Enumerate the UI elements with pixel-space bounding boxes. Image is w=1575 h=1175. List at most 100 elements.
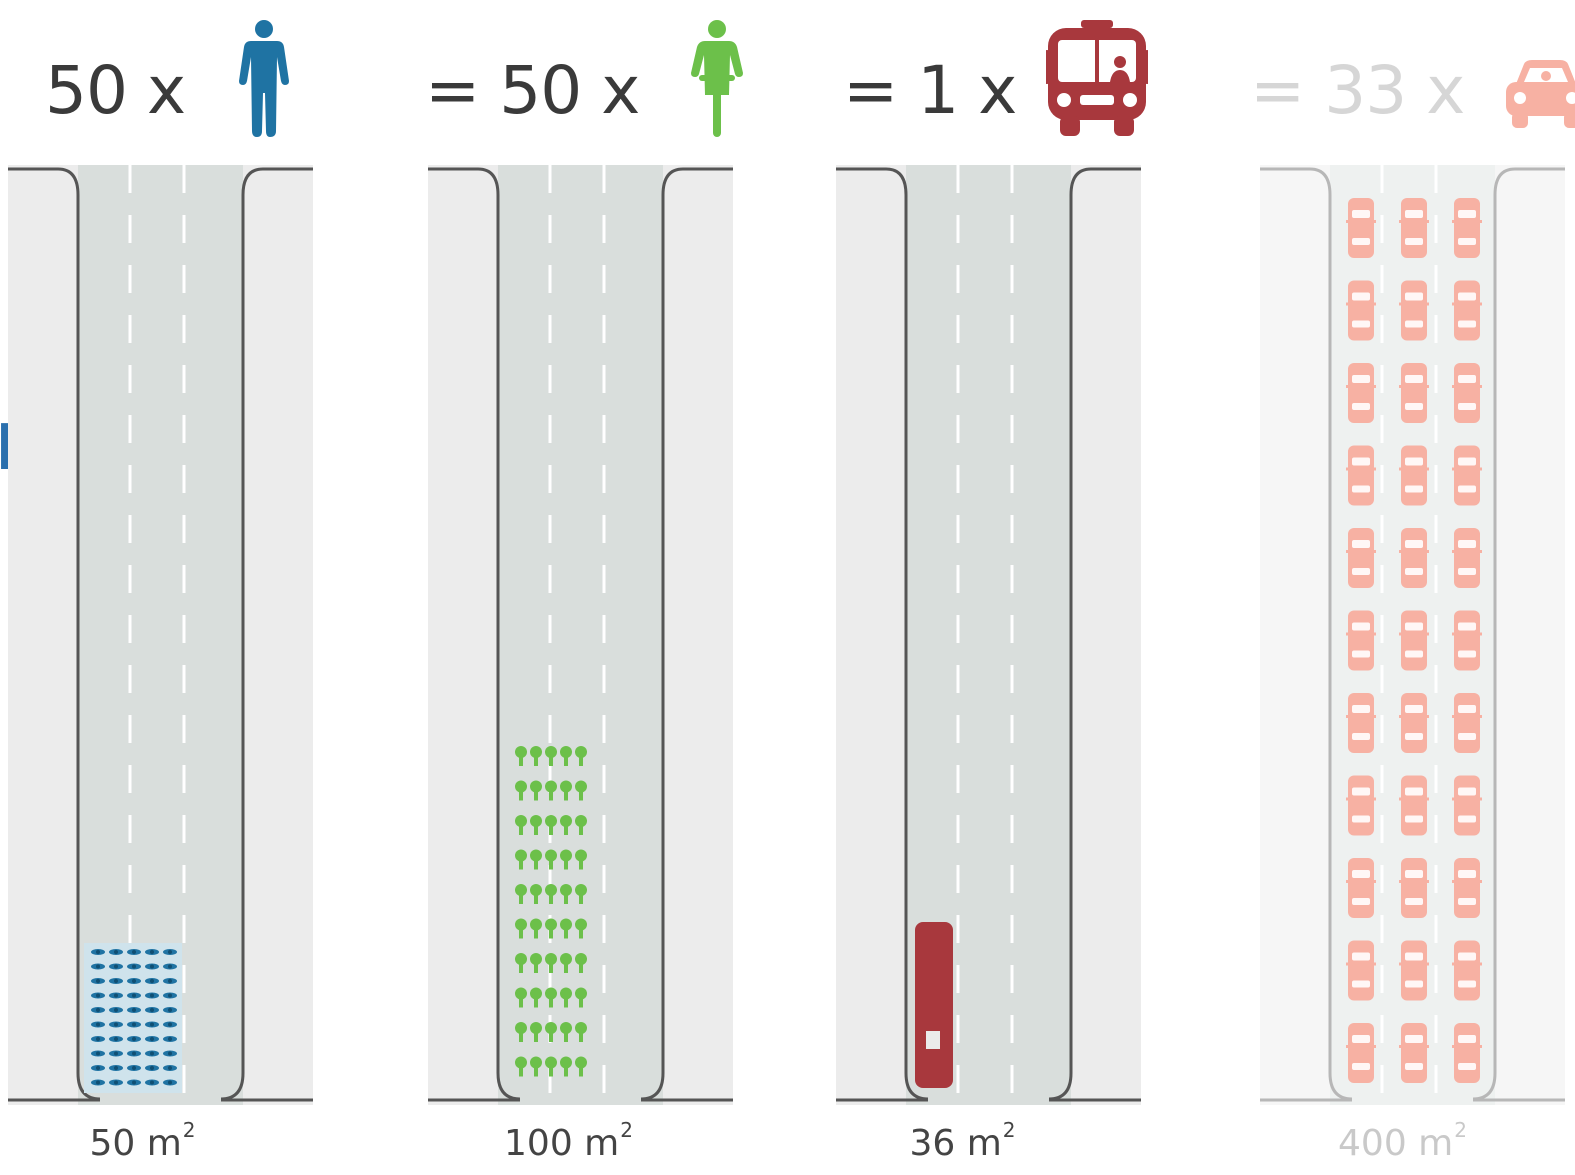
cyclist-mark — [530, 780, 542, 801]
car-mark — [1452, 940, 1482, 1001]
car-mark — [1346, 528, 1376, 588]
pedestrian-area-sup: 2 — [182, 1118, 196, 1142]
pedestrian-mark — [127, 1036, 141, 1042]
cyclist-mark — [515, 815, 527, 835]
cyclist-area-sup: 2 — [620, 1118, 633, 1142]
cyclist-mark — [515, 918, 527, 939]
cyclist-mark — [575, 884, 587, 904]
car-area-sup: 2 — [1454, 1118, 1467, 1142]
pedestrian-area-label: 50 m2 — [0, 1118, 295, 1164]
cyclist-mark — [575, 1022, 587, 1042]
cyclist-mark — [515, 746, 527, 766]
pedestrian-mark — [163, 949, 177, 955]
cyclist-area-value: 100 m — [504, 1123, 620, 1164]
pedestrian-mark — [91, 1065, 105, 1071]
pedestrian-mark — [91, 1007, 105, 1013]
pedestrian-mark — [91, 963, 105, 970]
cyclist-mark — [530, 849, 542, 870]
pedestrian-mark — [145, 992, 159, 999]
right-curb — [220, 167, 313, 1101]
pedestrian-mark — [109, 992, 123, 999]
pedestrian-mark — [163, 992, 177, 999]
pedestrian-mark — [163, 1036, 177, 1042]
bus-panel-header: = 1 x — [843, 20, 1149, 140]
pedestrian-mark — [145, 1021, 159, 1028]
pedestrian-area-value: 50 m — [89, 1123, 182, 1164]
cyclist-mark — [545, 1056, 557, 1077]
cyclist-mark — [515, 953, 527, 973]
pedestrian-mark — [109, 1036, 123, 1042]
cyclist-mark — [530, 746, 542, 766]
pedestrian-mark — [145, 1007, 159, 1013]
cyclist-mark — [545, 746, 557, 766]
cyclist-group — [515, 746, 587, 1077]
cyclist-mark — [575, 815, 587, 835]
pedestrian-mark — [163, 978, 177, 984]
pedestrian-icon — [239, 20, 290, 137]
cyclist-road-surface — [428, 165, 733, 1105]
pedestrian-mark — [127, 1079, 141, 1086]
car-mark — [1346, 775, 1376, 836]
cyclist-mark — [515, 1022, 527, 1042]
cyclist-mark — [530, 815, 542, 835]
cyclist-area-label: 100 m2 — [416, 1118, 721, 1164]
car-mark — [1452, 363, 1482, 423]
roadway — [498, 165, 663, 1105]
pedestrian-mark — [145, 1065, 159, 1071]
car-mark — [1452, 693, 1482, 753]
cyclist-mark — [560, 780, 572, 801]
right-curb — [640, 167, 733, 1101]
car-mark — [1399, 775, 1429, 836]
cyclist-mark — [560, 849, 572, 870]
pedestrian-mark — [163, 1065, 177, 1071]
cyclist-mark — [560, 918, 572, 939]
car-mark — [1346, 940, 1376, 1001]
pedestrian-mark — [145, 978, 159, 984]
car-mark — [1399, 445, 1429, 506]
cyclist-mark — [515, 780, 527, 801]
cyclist-mark — [560, 746, 572, 766]
pedestrian-count-text: 50 x — [45, 51, 186, 129]
cyclist-mark — [530, 953, 542, 973]
left-curb — [1260, 167, 1353, 1101]
cyclist-mark — [575, 918, 587, 939]
pedestrian-mark — [91, 1050, 105, 1057]
cyclist-panel-header: = 50 x — [425, 20, 749, 140]
cyclist-mark — [560, 1056, 572, 1077]
cyclist-mark — [560, 987, 572, 1008]
pedestrian-mark — [163, 1050, 177, 1057]
car-mark — [1399, 280, 1429, 341]
pedestrian-mark — [91, 1079, 105, 1086]
cyclist-mark — [560, 953, 572, 973]
car-mark — [1452, 198, 1482, 258]
car-mark — [1399, 940, 1429, 1001]
cyclist-mark — [530, 987, 542, 1008]
car-group — [1346, 198, 1482, 1083]
bus-group — [915, 922, 953, 1088]
cyclist-mark — [575, 1056, 587, 1077]
car-mark — [1399, 363, 1429, 423]
cyclist-mark — [530, 918, 542, 939]
car-mark — [1452, 1023, 1482, 1083]
car-mark — [1346, 693, 1376, 753]
cyclist-mark — [560, 815, 572, 835]
pedestrian-mark — [127, 949, 141, 955]
pedestrian-road — [8, 165, 313, 1105]
car-mark — [1346, 363, 1376, 423]
pedestrian-mark — [91, 1021, 105, 1028]
pedestrian-mark — [109, 1007, 123, 1013]
car-icon — [1506, 60, 1575, 128]
cyclist-mark — [545, 849, 557, 870]
cyclist-mark — [560, 1022, 572, 1042]
pedestrian-mark — [163, 1021, 177, 1028]
cyclist-mark — [560, 884, 572, 904]
pedestrian-mark — [127, 963, 141, 970]
car-mark — [1452, 445, 1482, 506]
pedestrian-mark — [91, 978, 105, 984]
cyclist-mark — [515, 987, 527, 1008]
car-mark — [1452, 528, 1482, 588]
bus-count-text: = 1 x — [843, 51, 1017, 129]
bus-area-sup: 2 — [1002, 1118, 1016, 1142]
bus-area-label: 36 m2 — [810, 1118, 1115, 1164]
cyclist-mark — [575, 780, 587, 801]
